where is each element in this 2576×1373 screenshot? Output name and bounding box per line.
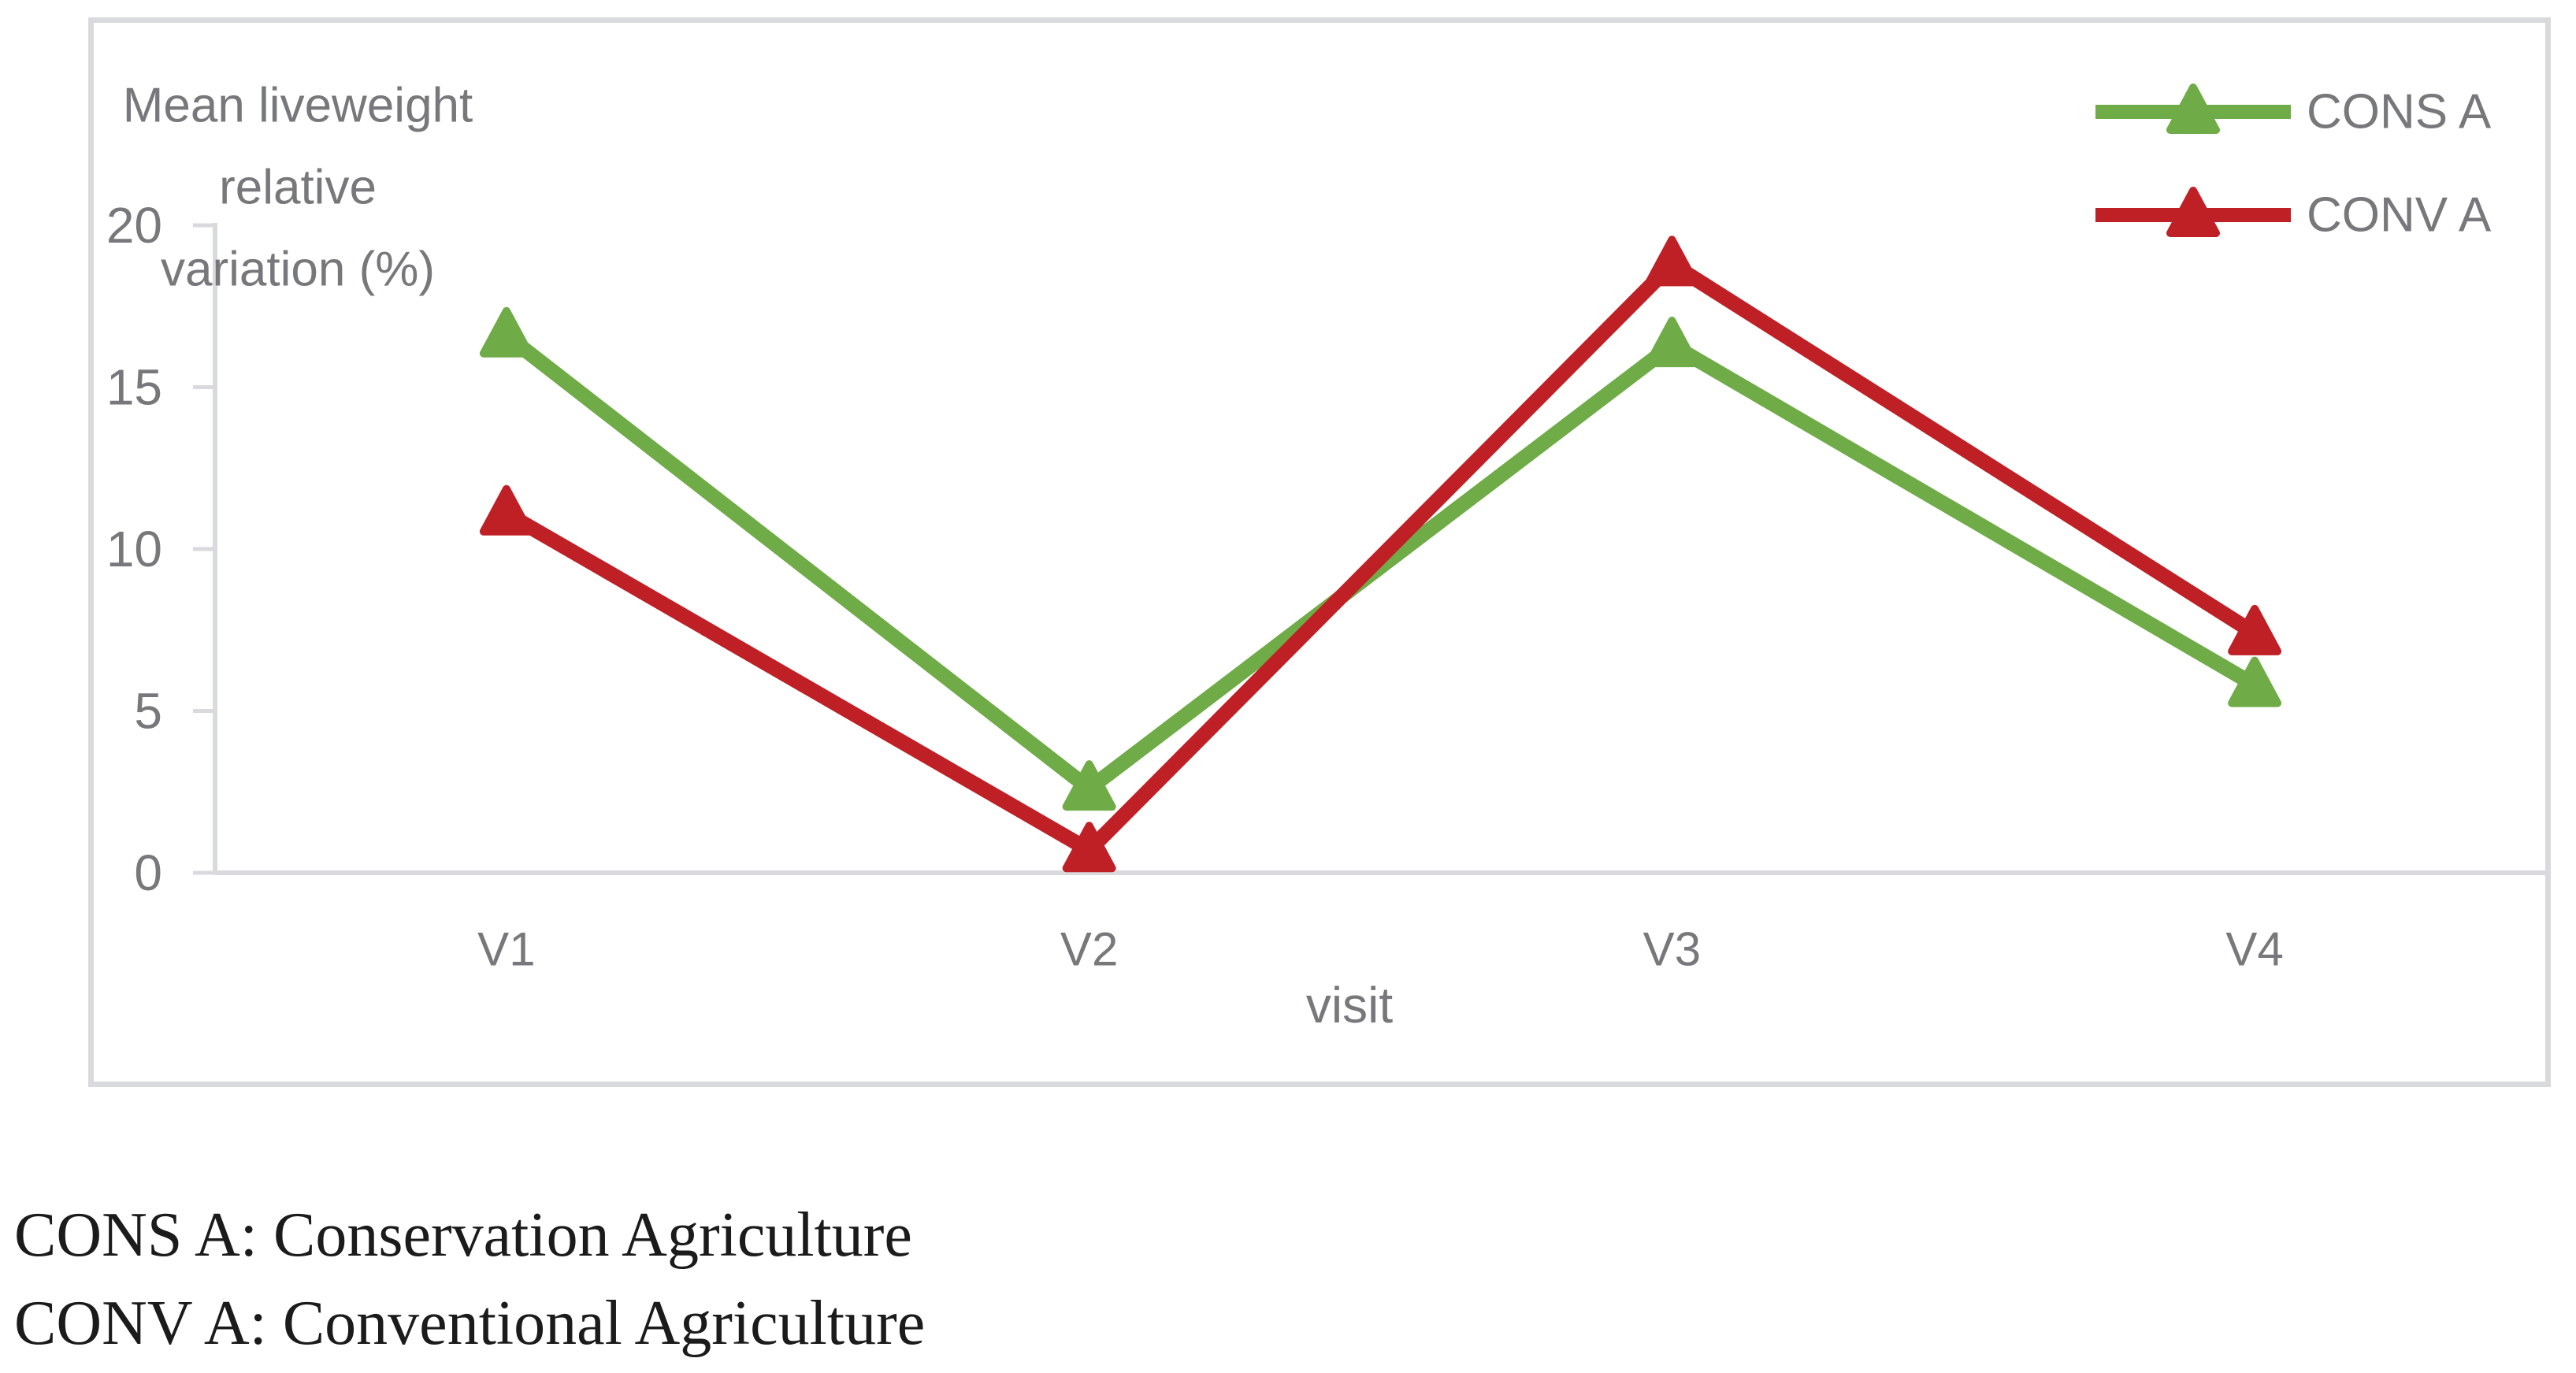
series-marker-cons-a [479, 306, 533, 358]
legend-marker [2166, 187, 2220, 237]
x-axis-title: visit [1306, 977, 1393, 1033]
y-tick-label: 10 [106, 521, 162, 577]
figure-caption: CONS A: Conservation Agriculture CONV A:… [14, 1191, 925, 1367]
legend-marker [2166, 83, 2220, 134]
caption-line-conv-a: CONV A: Conventional Agriculture [14, 1289, 926, 1358]
y-tick-label: 15 [106, 359, 162, 416]
y-axis-title-line: relative [219, 161, 377, 215]
y-axis-title-line: Mean liveweight [123, 79, 473, 133]
series-marker-conv-a [1645, 236, 1699, 287]
y-tick-label: 0 [134, 844, 162, 901]
series-marker-cons-a [1062, 760, 1116, 811]
series-marker-conv-a [2228, 604, 2282, 655]
series-marker-cons-a [2228, 656, 2282, 707]
legend-label: CONV A [2307, 188, 2492, 243]
series-marker-cons-a [1645, 317, 1699, 368]
series-marker-conv-a [479, 484, 533, 536]
x-category-label: V2 [1060, 923, 1118, 976]
x-category-label: V1 [477, 923, 535, 976]
x-category-label: V4 [2225, 923, 2283, 976]
caption-line-cons-a: CONS A: Conservation Agriculture [14, 1200, 912, 1270]
y-axis-title-line: variation (%) [161, 243, 435, 297]
y-tick-label: 5 [134, 683, 162, 740]
series-line-conv-a [503, 256, 2259, 858]
y-tick-label: 20 [106, 197, 162, 254]
series-marker-conv-a [1062, 822, 1116, 873]
legend-label: CONS A [2307, 85, 2492, 139]
x-category-label: V3 [1643, 923, 1701, 976]
